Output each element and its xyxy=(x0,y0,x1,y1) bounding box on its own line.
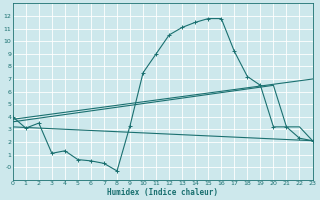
X-axis label: Humidex (Indice chaleur): Humidex (Indice chaleur) xyxy=(107,188,218,197)
